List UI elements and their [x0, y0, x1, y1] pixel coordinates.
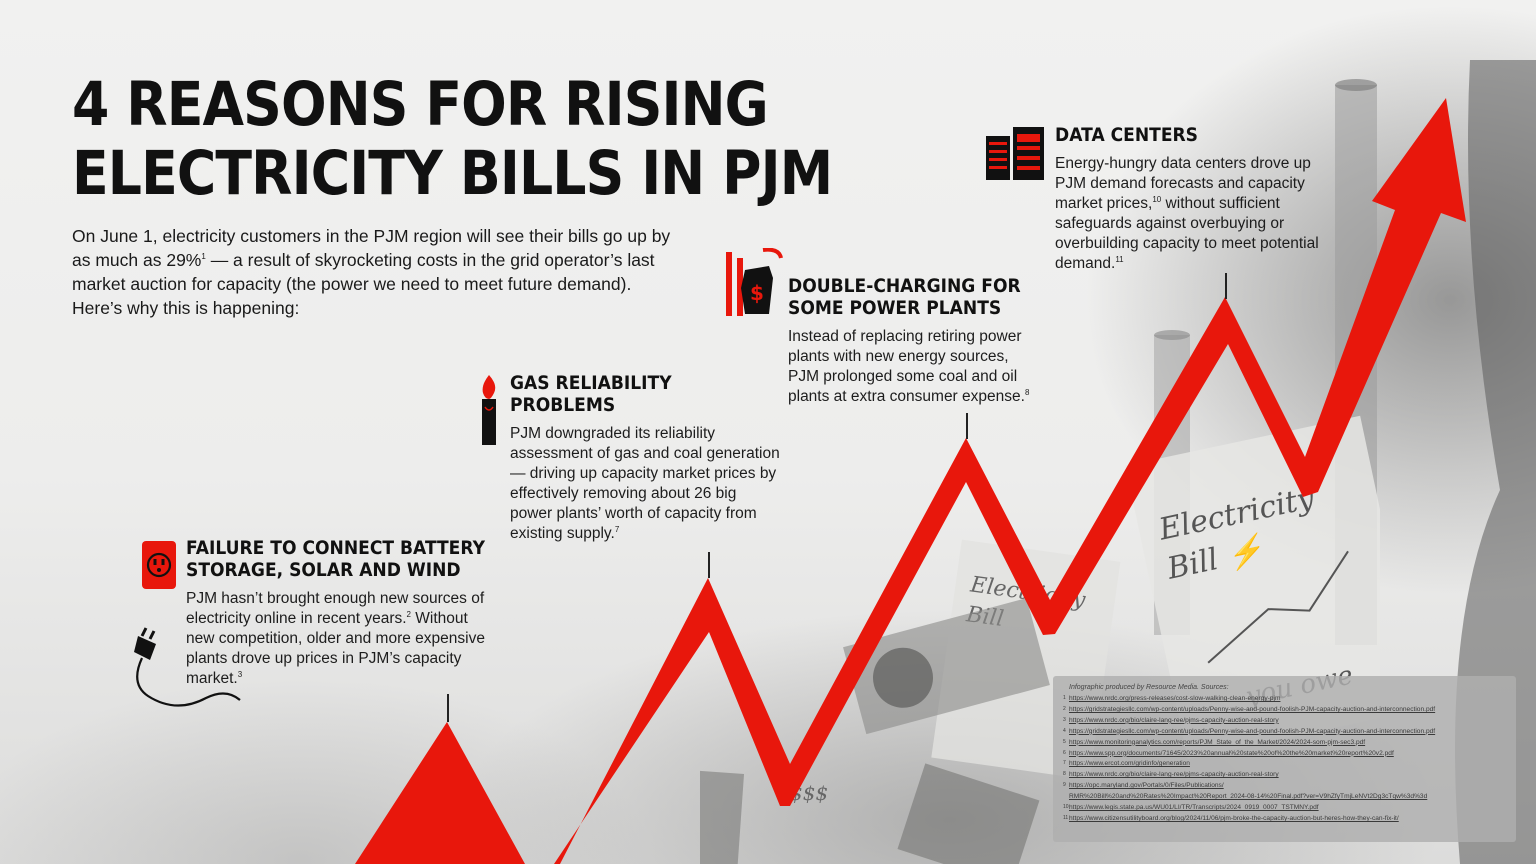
- page-title: 4 REASONS FOR RISING ELECTRICITY BILLS I…: [72, 69, 833, 209]
- reason-title: DOUBLE-CHARGING FOR SOME POWER PLANTS: [788, 275, 1021, 319]
- source-link[interactable]: 7 https://www.ercot.com/gridinfo/generati…: [1063, 760, 1190, 768]
- source-link[interactable]: 8 https://www.nrdc.org/bio/claire-lang-re…: [1063, 771, 1279, 779]
- candle-icon: [482, 375, 496, 445]
- reason-gas-reliability: GAS RELIABILITY PROBLEMS PJM downgraded …: [510, 372, 780, 544]
- power-outlet-icon: [142, 541, 176, 589]
- source-link[interactable]: 4 https://gridstrategiesllc.com/wp-conten…: [1063, 727, 1436, 735]
- footnote-ref: 11: [1115, 254, 1124, 264]
- intro-paragraph: On June 1, electricity customers in the …: [72, 226, 671, 318]
- sources-credit: Infographic produced by Resource Media. …: [1069, 684, 1229, 691]
- power-plant-dollar-icon: $: [726, 248, 783, 316]
- source-link[interactable]: 6 https://www.spp.org/documents/71645/202…: [1063, 749, 1394, 757]
- server-rack-icon: [986, 127, 1044, 180]
- footnote-ref: 1: [201, 252, 206, 262]
- title-line-1: 4 REASONS FOR RISING: [72, 69, 769, 140]
- source-link[interactable]: 11 https://www.citizensutilityboard.org/b…: [1063, 814, 1399, 822]
- sources-list: 1 https://www.nrdc.org/press-releases/cos…: [1063, 694, 1504, 825]
- reason-body: Instead of replacing retiring power plan…: [788, 328, 1030, 405]
- connector-line: [447, 694, 449, 722]
- footnote-ref: 2: [406, 609, 411, 619]
- source-link[interactable]: 10 https://www.legis.state.pa.us/WU01/LI/…: [1063, 804, 1319, 812]
- title-line-2: ELECTRICITY BILLS IN PJM: [72, 138, 833, 209]
- sources-panel: Infographic produced by Resource Media. …: [1053, 676, 1516, 842]
- unplugged-cord-icon: [134, 627, 241, 707]
- source-link[interactable]: 9 https://opc.maryland.gov/Portals/0/File…: [1063, 782, 1224, 790]
- footnote-ref: 7: [614, 524, 620, 534]
- reason-title: GAS RELIABILITY PROBLEMS: [510, 372, 672, 416]
- connector-line: [966, 413, 968, 439]
- connector-line: [708, 552, 710, 578]
- reason-double-charging: DOUBLE-CHARGING FOR SOME POWER PLANTS In…: [788, 275, 1043, 407]
- reason-body: PJM hasn’t brought enough new sources of…: [186, 590, 485, 687]
- connector-line: [1225, 273, 1227, 299]
- reason-battery-storage: FAILURE TO CONNECT BATTERY STORAGE, SOLA…: [186, 537, 486, 689]
- source-link[interactable]: 2 https://gridstrategiesllc.com/wp-conten…: [1063, 705, 1436, 713]
- footnote-ref: 8: [1024, 387, 1030, 397]
- reason-title: DATA CENTERS: [1055, 124, 1199, 146]
- footnote-ref: 3: [237, 669, 243, 679]
- reason-body: PJM downgraded its reliability assessmen…: [510, 425, 780, 542]
- reason-title: FAILURE TO CONNECT BATTERY STORAGE, SOLA…: [186, 537, 485, 581]
- source-link-continued[interactable]: RMR%20Bill%20and%20Rates%20Impact%20Repo…: [1069, 793, 1428, 801]
- reason-data-centers: DATA CENTERS Energy-hungry data centers …: [1055, 124, 1345, 274]
- source-link[interactable]: 1 https://www.nrdc.org/press-releases/cos…: [1063, 695, 1281, 702]
- source-link[interactable]: 3 https://www.nrdc.org/bio/claire-lang-re…: [1063, 716, 1279, 724]
- footnote-ref: 10: [1152, 194, 1162, 204]
- reason-body: Energy-hungry data centers drove up PJM …: [1055, 155, 1319, 272]
- source-link[interactable]: 5 https://www.monitoringanalytics.com/rep…: [1063, 738, 1366, 746]
- svg-text:$: $: [750, 281, 764, 305]
